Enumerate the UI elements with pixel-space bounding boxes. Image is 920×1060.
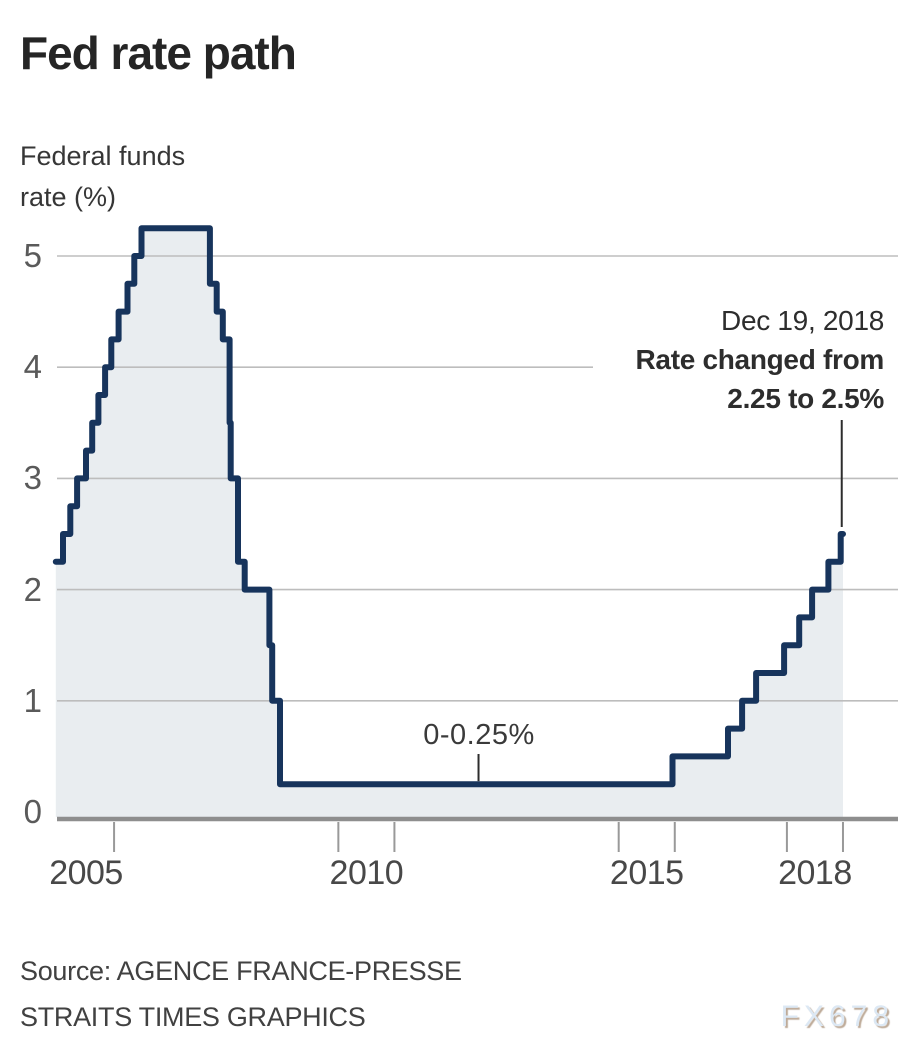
x-axis-label-2010: 2010 [329, 854, 404, 892]
rate-line [52, 225, 846, 788]
y-axis-title-line1: Federal funds [20, 141, 186, 171]
y-axis-label-5: 5 [23, 237, 42, 274]
source-line1: Source: AGENCE FRANCE-PRESSE [20, 956, 462, 986]
y-axis-label-4: 4 [23, 348, 42, 386]
chart-title: Fed rate path [20, 27, 297, 79]
y-axis-title-line2: rate (%) [20, 182, 117, 212]
y-axis-label-3: 3 [23, 459, 42, 497]
callout-line1: Rate changed from [635, 344, 885, 375]
area-fill [55, 228, 844, 817]
y-axis-title: Federal funds rate (%) [20, 136, 185, 218]
rate-change-callout: Dec 19, 2018 Rate changed from 2.25 to 2… [636, 301, 885, 418]
source-note: Source: AGENCE FRANCE-PRESSE STRAITS TIM… [20, 948, 462, 1040]
x-axis-label-2015: 2015 [609, 854, 684, 892]
y-axis-label-2: 2 [23, 570, 42, 608]
x-axis-label-2005: 2005 [49, 854, 123, 892]
x-axis-label-2018: 2018 [778, 854, 852, 892]
y-axis-label-0: 0 [23, 793, 42, 830]
watermark: FX678 [780, 1000, 894, 1033]
y-axis-label-1: 1 [23, 681, 42, 719]
zero-band-label: 0-0.25% [423, 719, 535, 751]
source-line2: STRAITS TIMES GRAPHICS [20, 1002, 366, 1032]
callout-date: Dec 19, 2018 [721, 305, 884, 336]
callout-line2: 2.25 to 2.5% [727, 383, 884, 414]
